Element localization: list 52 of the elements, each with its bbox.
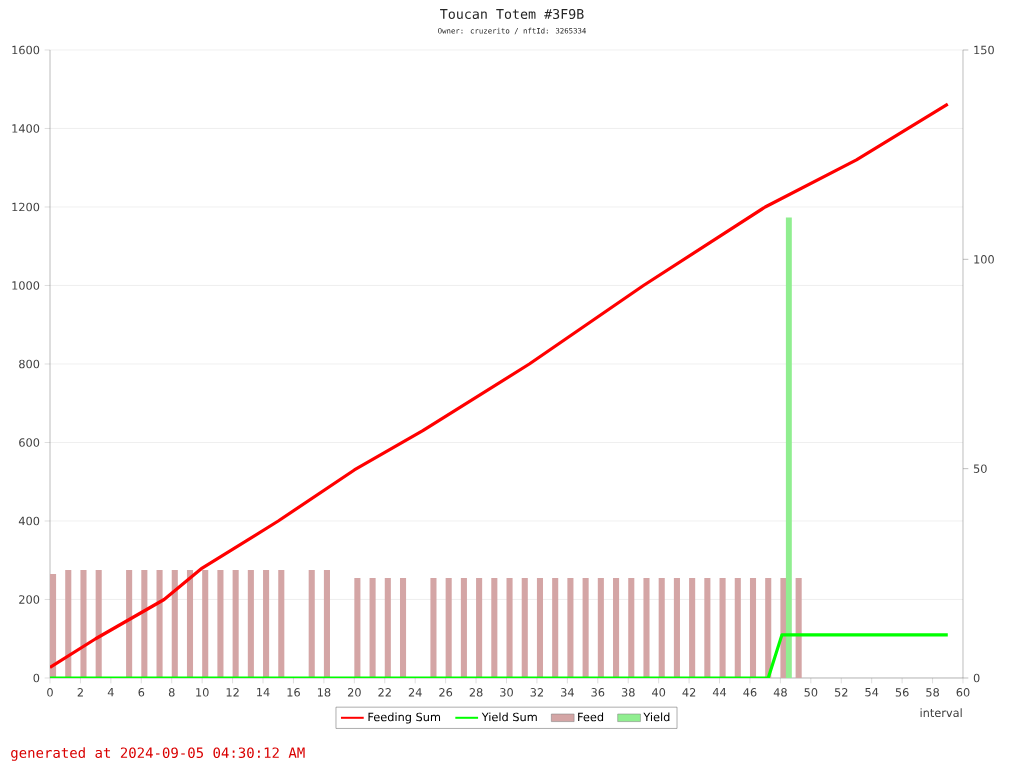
y2-tick-label: 50 (973, 464, 987, 473)
chart-title: Toucan Totem #3F9B (440, 8, 584, 20)
x-tick-label: 44 (712, 688, 727, 697)
x-tick-label: 42 (682, 688, 696, 697)
y2-tick-label: 100 (974, 255, 994, 264)
x-tick-label: 40 (652, 688, 666, 697)
x-tick-label: 24 (408, 688, 422, 697)
y-tick-label: 1600 (12, 45, 40, 55)
x-tick-label: 60 (956, 688, 970, 697)
x-tick-label: 18 (317, 688, 331, 697)
x-tick-label: 26 (439, 688, 453, 697)
y-tick-label: 1400 (12, 124, 40, 133)
legend-label: Feed (578, 712, 604, 722)
legend-label: Yield (643, 712, 670, 722)
x-tick-label: 22 (378, 688, 391, 697)
y-tick-label: 1000 (12, 281, 40, 290)
x-tick-label: 4 (107, 688, 114, 697)
x-tick-label: 12 (226, 688, 239, 697)
x-tick-label: 10 (196, 688, 209, 697)
y2-tick-label: 0 (973, 673, 980, 683)
x-tick-label: 58 (926, 688, 939, 697)
text: generated at 2024-09-05 04:30:12 AM (11, 747, 305, 761)
y-tick-label: 600 (19, 438, 40, 447)
x-tick-label: 50 (804, 688, 818, 697)
x-tick-label: 16 (287, 688, 300, 697)
x-tick-label: 2 (77, 688, 83, 697)
x-tick-label: 28 (469, 688, 483, 697)
x-tick-label: 54 (865, 688, 879, 697)
x-tick-label: 30 (500, 688, 513, 697)
legend-label: Yield Sum (481, 712, 537, 722)
x-tick-label: 32 (530, 688, 544, 697)
legend-label: Feeding Sum (368, 712, 441, 724)
y-tick-label: 400 (18, 516, 40, 526)
x-tick-label: 38 (621, 688, 635, 697)
x-tick-label: 46 (743, 688, 757, 697)
line-series (50, 102, 950, 669)
x-tick-label: 34 (561, 688, 574, 697)
x-tick-label: 8 (168, 688, 175, 697)
y2-tick-label: 150 (974, 45, 994, 55)
y-tick-label: 800 (19, 359, 40, 369)
x-tick-label: 20 (347, 688, 361, 697)
x-tick-label: 6 (138, 688, 145, 697)
x-tick-label: 48 (773, 688, 787, 697)
x-tick-label: 36 (591, 688, 605, 697)
x-tick-label: 56 (895, 688, 909, 697)
y-tick-label: 0 (33, 673, 40, 683)
x-tick-label: 14 (257, 688, 270, 697)
y-tick-label: 1200 (12, 202, 40, 212)
x-axis-title: interval (920, 708, 962, 718)
x-tick-label: 0 (47, 688, 53, 697)
y-tick-label: 200 (19, 595, 40, 604)
x-tick-label: 52 (834, 688, 848, 697)
